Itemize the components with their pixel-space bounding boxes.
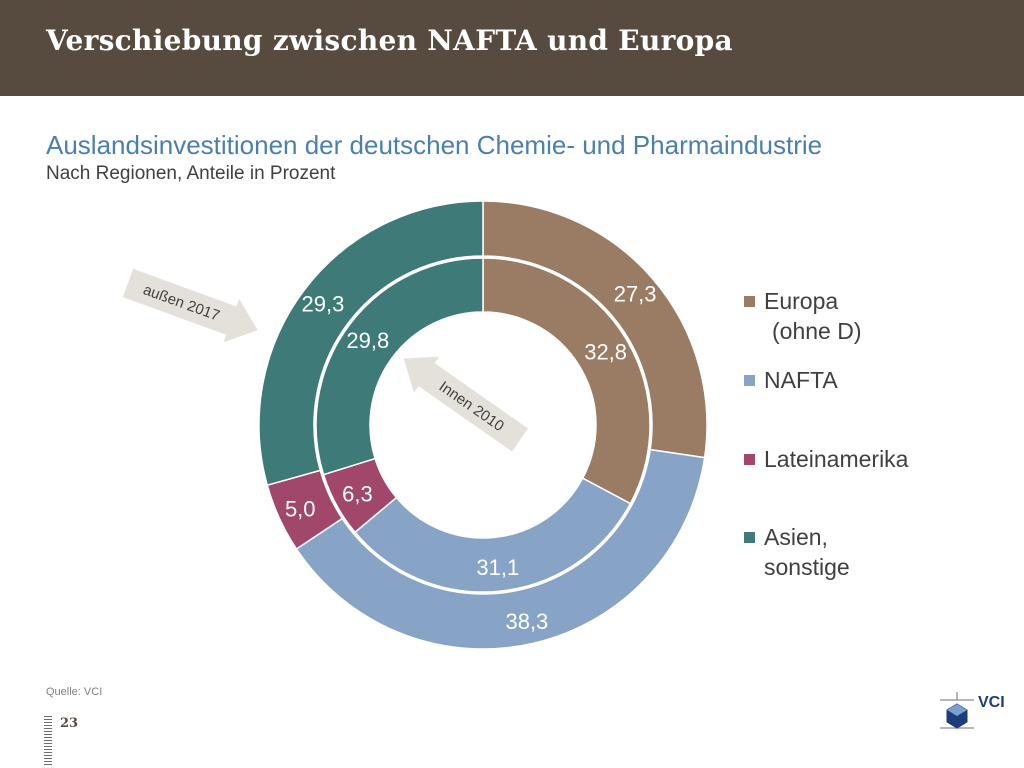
title-bar: Verschiebung zwischen NAFTA und Europa <box>0 0 1024 96</box>
legend-swatch <box>744 296 755 307</box>
outer-label-asien: 29,3 <box>301 291 344 316</box>
inner-slice-europa <box>482 257 651 505</box>
inner-label-europa: 32,8 <box>584 339 627 364</box>
legend-swatch <box>744 532 755 543</box>
outer-label-europa: 27,3 <box>614 282 657 307</box>
chart-subtitle: Nach Regionen, Anteile in Prozent <box>46 163 336 184</box>
inner-label-asien: 29,8 <box>346 328 389 353</box>
inner-label-lateinamerika: 6,3 <box>342 481 373 506</box>
logo-text: VCI <box>978 694 1005 711</box>
page-number: 23 <box>60 716 79 731</box>
outer-slice-nafta <box>295 448 706 650</box>
arrow-inner-2010: Innen 2010 <box>403 356 529 452</box>
vci-logo: VCI <box>938 690 1014 736</box>
legend-swatch <box>744 375 755 386</box>
legend-sublabel: sonstige <box>764 554 850 580</box>
source-note: Quelle: VCI <box>46 686 103 698</box>
outer-slice-asien <box>258 200 484 487</box>
arrow-outer-2017: außen 2017 <box>122 268 258 343</box>
legend-sublabel: (ohne D) <box>772 318 862 344</box>
chart-title: Auslandsinvestitionen der deutschen Chem… <box>46 130 823 160</box>
inner-label-nafta: 31,1 <box>476 555 519 580</box>
legend-label: NAFTA <box>764 367 838 393</box>
outer-label-nafta: 38,3 <box>505 609 548 634</box>
legend-label: Lateinamerika <box>764 446 909 472</box>
inner-slice-asien <box>315 257 484 476</box>
legend-label: Europa <box>764 288 839 314</box>
outer-label-lateinamerika: 5,0 <box>285 497 316 522</box>
page-marker <box>44 716 52 766</box>
legend-swatch <box>744 454 755 465</box>
page-title: Verschiebung zwischen NAFTA und Europa <box>46 24 733 57</box>
legend-label: Asien, <box>764 524 828 550</box>
inner-slice-nafta <box>353 477 632 593</box>
